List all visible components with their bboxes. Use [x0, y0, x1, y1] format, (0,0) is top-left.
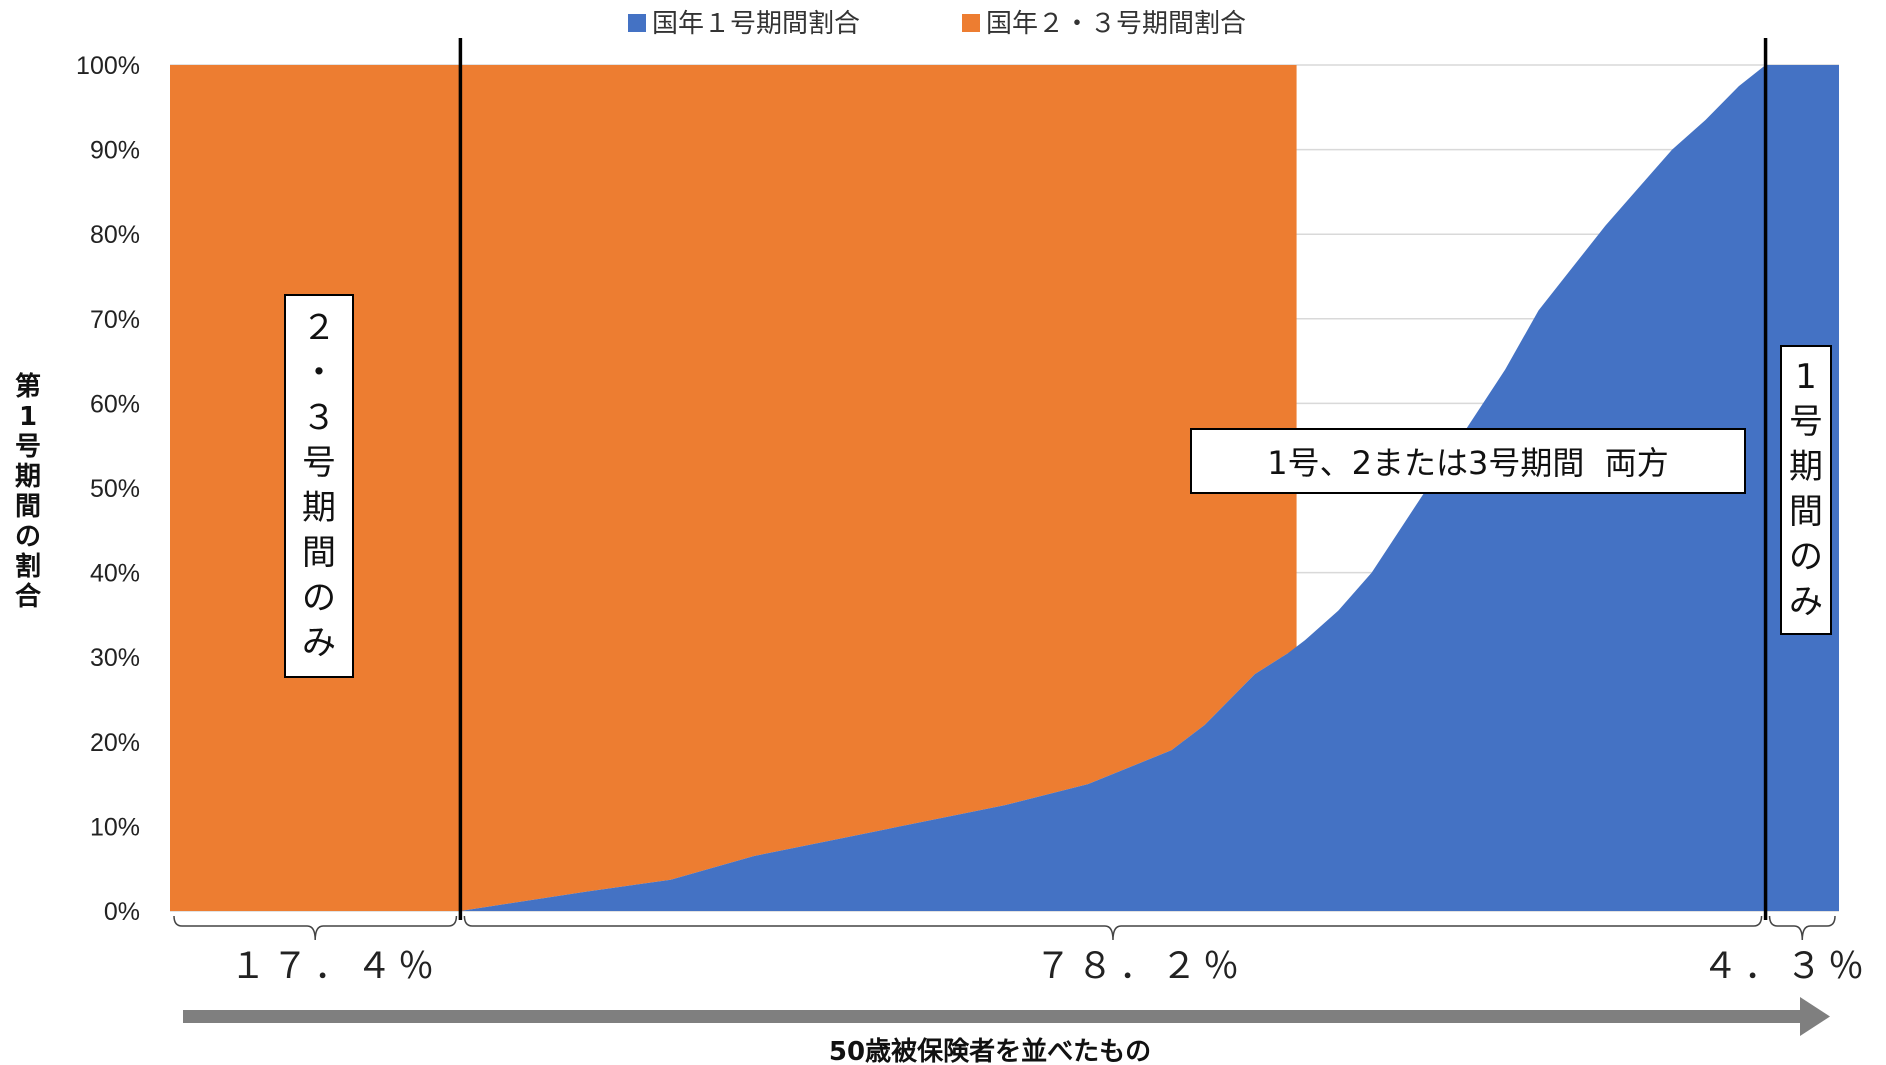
y-axis-title-char: 1 [19, 402, 37, 432]
segment-brace [1768, 915, 1836, 941]
divider-lines [458, 38, 1768, 920]
y-tick-label: 80% [90, 221, 140, 249]
annotation-left-box: ２ ・ ３ 号期間のみ [284, 294, 354, 678]
annotation-left-char: ３ [302, 398, 336, 438]
segment-label-middle: ７８．２％ [1035, 946, 1245, 987]
annotation-left-char: ・ [302, 353, 336, 393]
x-axis-arrow [183, 997, 1830, 1036]
annotation-left-char: み [302, 623, 336, 663]
plot-areas [170, 65, 1839, 911]
annotation-right-char: み [1789, 582, 1823, 622]
y-axis-title-char: 間 [15, 492, 41, 522]
segment-label-right: ４．３％ [1702, 946, 1870, 987]
y-axis-ticks: 0% 10% 20% 30% 40% 50% 60% 70% 80% 90% 100% [76, 52, 140, 926]
y-tick-label: 90% [90, 137, 140, 165]
blue-area-series [170, 65, 1839, 911]
annotation-left-char: 号 [302, 443, 336, 483]
segment-brace [463, 915, 1763, 941]
y-axis-title-char: 期 [15, 462, 41, 492]
y-axis-title-char: の [15, 522, 41, 552]
annotation-right-char: 号 [1789, 402, 1823, 442]
annotation-right-box: 1 号期間のみ [1780, 345, 1832, 635]
annotation-right-char: 間 [1789, 492, 1823, 532]
legend-label-blue: 国年１号期間割合 [652, 9, 860, 39]
y-tick-label: 30% [90, 644, 140, 672]
annotation-middle-box: 1号、2または3号期間 両方 [1190, 428, 1746, 494]
annotation-left-char: ２ [302, 308, 336, 348]
segment-brace [173, 915, 458, 941]
y-tick-label: 100% [76, 52, 140, 80]
segment-label-left: １７．４％ [230, 946, 440, 987]
orange-area-series [170, 65, 1297, 911]
y-tick-label: 60% [90, 390, 140, 418]
y-tick-label: 10% [90, 813, 140, 841]
y-tick-label: 40% [90, 560, 140, 588]
annotation-middle-label: 1号、2または3号期間 両方 [1267, 444, 1669, 482]
y-axis-title-char: 合 [15, 581, 42, 612]
annotation-right-char: の [1789, 537, 1823, 577]
y-tick-label: 70% [90, 306, 140, 334]
segment-braces [173, 915, 1836, 941]
annotation-right-char: 期 [1789, 447, 1823, 487]
y-axis-title-char: 号 [15, 432, 41, 462]
annotation-left-char: の [302, 578, 336, 618]
legend-swatch-orange [962, 14, 980, 32]
y-tick-label: 0% [104, 898, 140, 926]
y-axis-title-char: 第 [15, 371, 41, 402]
legend-swatch-blue [628, 14, 646, 32]
y-axis-title-char: 割 [15, 551, 41, 582]
y-tick-label: 50% [90, 475, 140, 503]
annotation-right-char: 1 [1795, 357, 1817, 397]
legend-label-orange: 国年２・３号期間割合 [986, 9, 1246, 39]
annotation-left-char: 期 [302, 488, 336, 528]
legend: 国年１号期間割合 国年２・３号期間割合 [628, 9, 1246, 39]
x-axis-title: 50歳被保険者を並べたもの [829, 1036, 1151, 1065]
annotation-left-char: 間 [302, 533, 336, 573]
y-tick-label: 20% [90, 729, 140, 757]
